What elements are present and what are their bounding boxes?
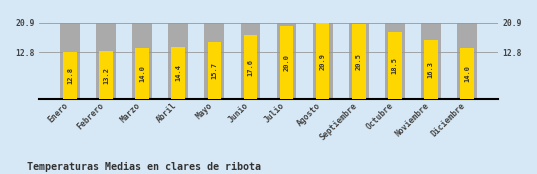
Bar — [99, 51, 113, 99]
Bar — [171, 47, 185, 99]
Bar — [313, 23, 332, 99]
Bar — [241, 23, 260, 99]
Text: 17.6: 17.6 — [248, 59, 253, 76]
Bar — [132, 23, 152, 99]
Bar — [316, 23, 330, 99]
Text: 20.5: 20.5 — [355, 53, 362, 70]
Text: 12.8: 12.8 — [67, 67, 73, 84]
Bar — [63, 52, 77, 99]
Text: 14.4: 14.4 — [175, 64, 182, 81]
Bar — [96, 23, 116, 99]
Text: 14.0: 14.0 — [464, 65, 470, 82]
Bar — [280, 26, 293, 99]
Text: 16.3: 16.3 — [428, 61, 434, 78]
Bar — [388, 31, 402, 99]
Bar — [277, 23, 296, 99]
Bar — [205, 23, 224, 99]
Bar — [352, 24, 366, 99]
Bar — [244, 35, 257, 99]
Bar — [60, 23, 80, 99]
Text: 20.0: 20.0 — [284, 54, 289, 71]
Bar — [424, 39, 438, 99]
Text: 14.0: 14.0 — [139, 65, 145, 82]
Bar — [207, 42, 221, 99]
Bar — [169, 23, 188, 99]
Bar — [421, 23, 441, 99]
Text: 18.5: 18.5 — [392, 57, 398, 74]
Bar — [349, 23, 368, 99]
Bar — [460, 48, 474, 99]
Text: 20.9: 20.9 — [320, 53, 325, 70]
Bar — [457, 23, 477, 99]
Bar — [385, 23, 405, 99]
Text: Temperaturas Medias en clares de ribota: Temperaturas Medias en clares de ribota — [27, 162, 261, 172]
Text: 15.7: 15.7 — [212, 62, 217, 79]
Bar — [135, 48, 149, 99]
Text: 13.2: 13.2 — [103, 67, 109, 84]
